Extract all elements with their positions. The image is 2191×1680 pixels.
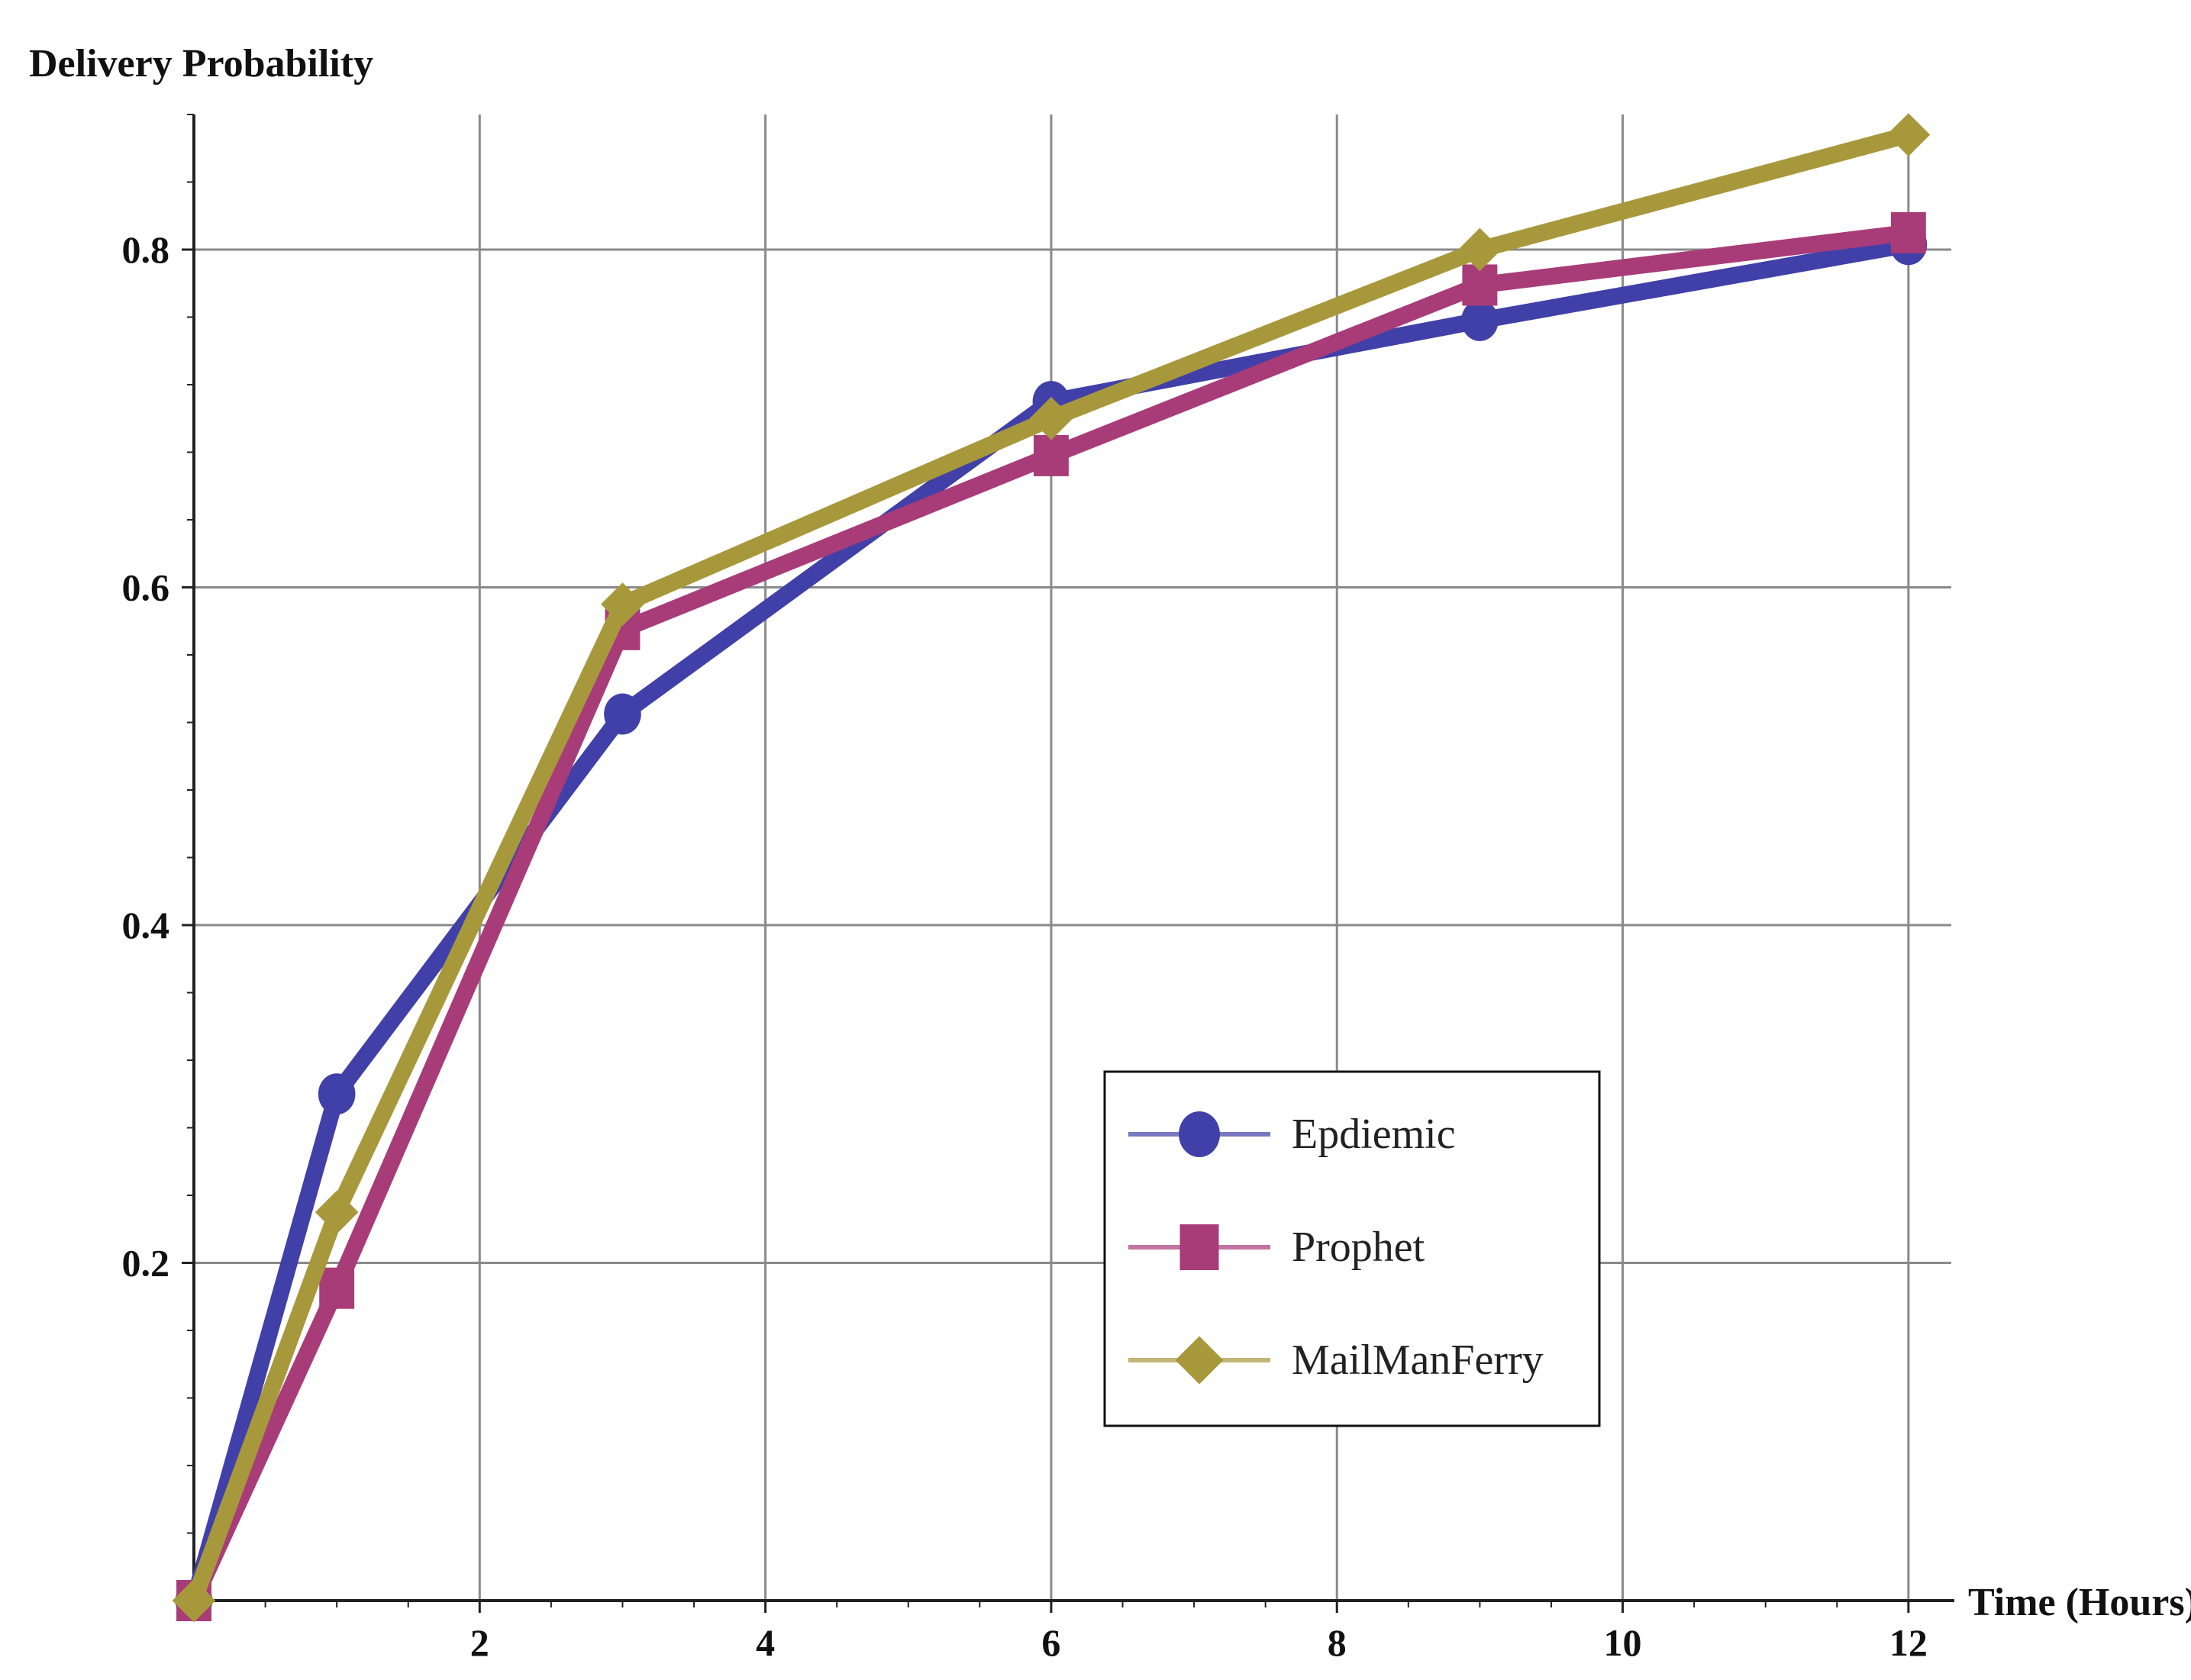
data-point-mailmanferry bbox=[1886, 113, 1931, 156]
x-tick-label: 2 bbox=[470, 1621, 489, 1664]
data-point-prophet bbox=[1462, 264, 1498, 306]
legend-marker-circle bbox=[1179, 1111, 1220, 1157]
axis-ticks bbox=[182, 114, 1910, 1613]
data-point-mailmanferry bbox=[1029, 396, 1073, 440]
y-axis-title: Delivery Probability bbox=[29, 42, 373, 85]
y-tick-label: 0.4 bbox=[122, 904, 170, 946]
y-tick-label: 0.6 bbox=[122, 566, 170, 609]
legend-label: MailManFerry bbox=[1292, 1337, 1544, 1384]
data-point-mailmanferry bbox=[315, 1190, 359, 1234]
legend-label: Epdiemic bbox=[1292, 1111, 1456, 1158]
x-tick-label: 6 bbox=[1041, 1621, 1060, 1664]
data-point-mailmanferry bbox=[1458, 227, 1502, 272]
series-lines bbox=[172, 113, 1931, 1623]
data-point-prophet bbox=[1033, 434, 1069, 476]
grid-lines bbox=[194, 114, 1951, 1601]
legend-label: Prophet bbox=[1292, 1224, 1425, 1271]
series-line-prophet bbox=[186, 224, 1917, 1609]
legend-marker-square bbox=[1179, 1224, 1219, 1270]
x-axis-title: Time (Hours) bbox=[1968, 1581, 2191, 1624]
data-point-epdiemic bbox=[1461, 299, 1499, 341]
legend-items: Epdiemic Prophet MailManFerry bbox=[1128, 1111, 1544, 1385]
legend-marker-diamond bbox=[1175, 1336, 1224, 1385]
legend-item-prophet: Prophet bbox=[1128, 1224, 1425, 1271]
y-tick-label: 0.2 bbox=[122, 1242, 170, 1285]
x-tick-label: 8 bbox=[1328, 1621, 1347, 1664]
series-mailmanferry bbox=[172, 113, 1931, 1623]
y-tick-label: 0.8 bbox=[122, 228, 170, 271]
data-point-mailmanferry bbox=[601, 582, 644, 626]
data-point-prophet bbox=[319, 1267, 355, 1309]
legend: Epdiemic Prophet MailManFerry bbox=[1103, 1070, 1601, 1427]
tick-labels: 2 4 6 8 10 12 0.2 0.4 0.6 0.8 bbox=[122, 228, 1928, 1664]
axes bbox=[192, 114, 1954, 1602]
x-tick-label: 12 bbox=[1889, 1621, 1928, 1664]
legend-item-epdiemic: Epdiemic bbox=[1128, 1111, 1456, 1158]
series-line-epdiemic bbox=[186, 236, 1917, 1609]
data-point-mailmanferry bbox=[172, 1578, 216, 1623]
x-tick-label: 4 bbox=[756, 1621, 775, 1664]
series-line-mailmanferry bbox=[186, 126, 1917, 1609]
data-point-epdiemic bbox=[604, 693, 641, 735]
data-point-epdiemic bbox=[318, 1073, 356, 1115]
legend-item-mailmanferry: MailManFerry bbox=[1128, 1336, 1544, 1385]
data-point-prophet bbox=[1890, 211, 1926, 253]
x-tick-label: 10 bbox=[1604, 1621, 1642, 1664]
